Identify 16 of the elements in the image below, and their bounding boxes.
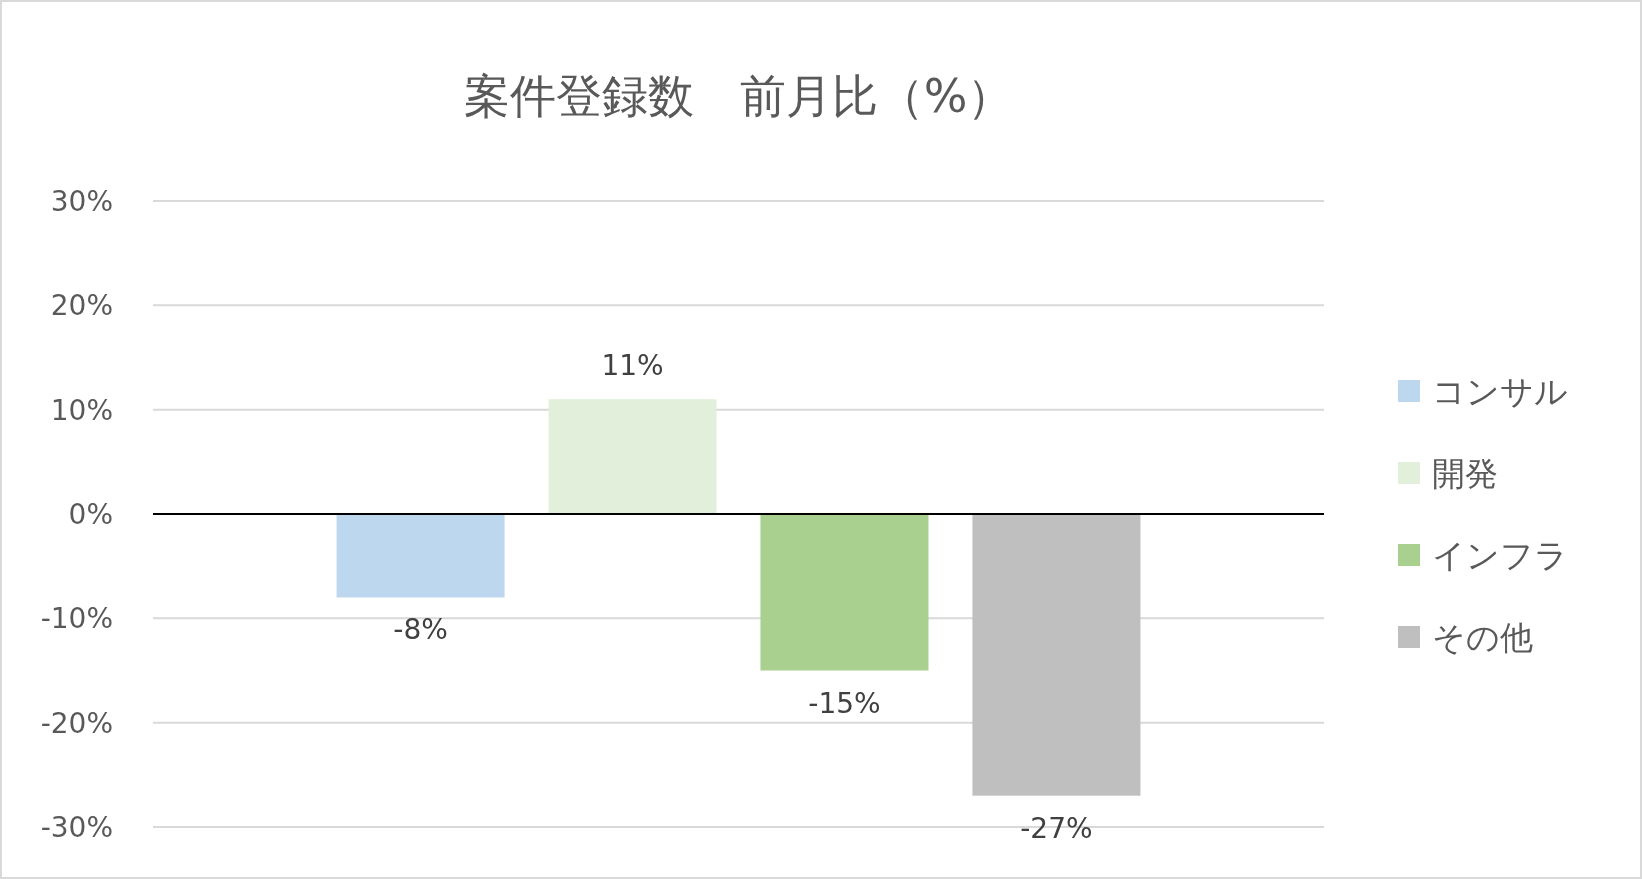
y-tick-label: 30% [50, 185, 113, 218]
y-tick-label: -10% [40, 602, 113, 636]
legend-label: インフラ [1432, 536, 1568, 575]
y-tick-label: 20% [50, 289, 113, 323]
data-label: -8% [393, 613, 448, 647]
legend-label: コンサル [1432, 372, 1568, 411]
y-tick-label: 10% [50, 393, 113, 427]
legend-label: 開発 [1432, 454, 1498, 493]
y-tick-label: -30% [40, 811, 113, 844]
data-label: -27% [1020, 811, 1093, 845]
chart-title: 案件登録数 前月比（%） [463, 69, 1014, 123]
y-tick-label: -20% [40, 706, 113, 740]
data-label: 11% [601, 349, 664, 383]
data-label: -15% [808, 686, 881, 720]
y-tick-label: 0% [68, 498, 113, 531]
legend-label: その他 [1432, 618, 1533, 657]
